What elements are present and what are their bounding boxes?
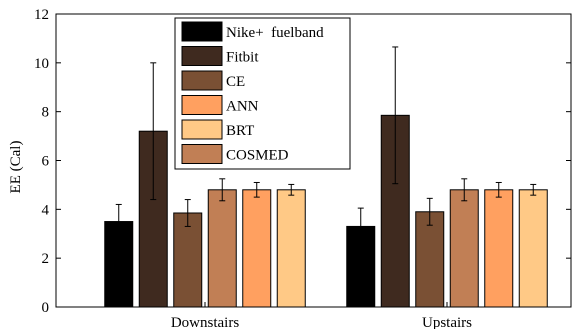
bar-downstairs-ce	[173, 212, 203, 308]
bar-upstairs-cosmed	[449, 189, 479, 308]
bar-downstairs-brt	[276, 189, 306, 308]
y-tick-label: 12	[34, 7, 49, 23]
bar-upstairs-ce	[415, 211, 445, 308]
x-tick-label-upstairs: Upstairs	[422, 315, 472, 329]
y-tick-label: 6	[42, 154, 50, 170]
legend-label: COSMED	[226, 148, 289, 164]
y-tick-label: 10	[34, 56, 49, 72]
legend-label: Nike+ fuelband	[226, 25, 324, 41]
legend-label: ANN	[226, 99, 259, 115]
error-bars-group	[115, 46, 537, 246]
legend-label: BRT	[226, 123, 254, 139]
x-tick-label-downstairs: Downstairs	[171, 315, 239, 329]
legend-label: CE	[226, 74, 245, 90]
legend-swatch	[181, 46, 223, 66]
y-tick-label: 8	[42, 105, 50, 121]
y-tick-label: 2	[42, 251, 50, 267]
bar-upstairs-ann	[484, 189, 514, 308]
legend-swatch	[181, 95, 223, 115]
x-axis-ticks: Downstairs Upstairs	[171, 302, 472, 329]
y-axis-ticks: 0 2 4 6 8 10 12	[34, 7, 571, 316]
legend-swatch	[181, 70, 223, 91]
y-tick-label: 0	[42, 300, 50, 316]
bar-downstairs-ann	[242, 189, 272, 308]
y-tick-label: 4	[42, 202, 50, 218]
legend-swatch	[181, 21, 223, 42]
bar-upstairs-brt	[518, 189, 548, 308]
y-axis-label: EE (Cal)	[8, 141, 24, 194]
bars-group	[104, 114, 548, 308]
legend-box	[174, 17, 351, 170]
legend-swatch	[181, 119, 223, 140]
legend-label: Fitbit	[226, 50, 259, 66]
legend: Nike+ fuelband Fitbit CE ANN BRT COSMED	[174, 17, 351, 170]
bar-downstairs-cosmed	[207, 189, 237, 308]
legend-swatch	[181, 144, 223, 164]
